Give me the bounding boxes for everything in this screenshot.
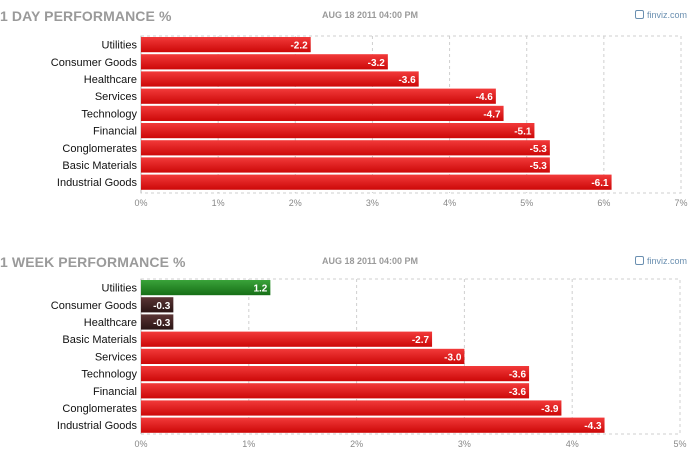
bar[interactable] — [141, 366, 530, 382]
category-label: Conglomerates — [62, 143, 137, 155]
bar[interactable] — [141, 37, 311, 53]
bar[interactable] — [141, 123, 535, 139]
x-tick-label: 7% — [674, 198, 687, 208]
category-label: Basic Materials — [62, 334, 137, 346]
day-performance-panel: 1 DAY PERFORMANCE % AUG 18 2011 04:00 PM… — [0, 8, 689, 223]
bar-value-label: -4.6 — [476, 92, 494, 103]
bar-value-label: 1.2 — [253, 284, 267, 295]
finviz-icon — [634, 256, 644, 265]
category-label: Consumer Goods — [51, 57, 138, 69]
x-tick-label: 4% — [566, 439, 579, 449]
bar-value-label: -3.2 — [368, 58, 386, 69]
chart-title: 1 WEEK PERFORMANCE % — [0, 254, 186, 270]
chart-date: AUG 18 2011 04:00 PM — [322, 10, 419, 20]
brand-label: finviz.com — [646, 10, 687, 20]
brand-link[interactable]: finviz.com — [634, 10, 687, 20]
category-label: Healthcare — [84, 317, 137, 329]
bar[interactable] — [141, 88, 496, 104]
bar[interactable] — [141, 297, 174, 313]
category-label: Services — [95, 351, 138, 363]
bar-value-label: -3.0 — [444, 352, 462, 363]
x-tick-label: 5% — [673, 439, 686, 449]
category-label: Technology — [81, 369, 137, 381]
category-label: Consumer Goods — [51, 300, 138, 312]
bar[interactable] — [141, 400, 562, 416]
bar-value-label: -4.7 — [483, 109, 501, 120]
bar-value-label: -2.7 — [412, 335, 430, 346]
bar-value-label: -3.6 — [398, 75, 416, 86]
bar[interactable] — [141, 105, 504, 121]
category-label: Conglomerates — [62, 403, 137, 415]
bar[interactable] — [141, 348, 465, 364]
category-label: Industrial Goods — [57, 177, 138, 189]
x-tick-label: 5% — [520, 198, 533, 208]
bar[interactable] — [141, 383, 530, 399]
bar[interactable] — [141, 71, 419, 87]
category-label: Utilities — [102, 40, 138, 52]
bar[interactable] — [141, 54, 388, 70]
bar-value-label: -4.3 — [584, 421, 602, 432]
category-label: Services — [95, 91, 138, 103]
category-label: Financial — [93, 126, 137, 138]
bar-value-label: -2.2 — [290, 41, 308, 52]
bar-value-label: -6.1 — [591, 178, 609, 189]
category-label: Basic Materials — [62, 160, 137, 172]
bar[interactable] — [141, 140, 550, 156]
bar[interactable] — [141, 417, 605, 433]
bar-value-label: -3.6 — [509, 370, 527, 381]
bar-value-label: -3.6 — [509, 387, 527, 398]
brand-label: finviz.com — [646, 256, 687, 266]
category-label: Utilities — [102, 283, 138, 295]
brand-link[interactable]: finviz.com — [634, 256, 687, 266]
bar-value-label: -0.3 — [153, 318, 171, 329]
x-tick-label: 1% — [242, 439, 255, 449]
bar[interactable] — [141, 174, 612, 190]
x-tick-label: 3% — [458, 439, 471, 449]
x-tick-label: 3% — [366, 198, 379, 208]
category-label: Financial — [93, 386, 137, 398]
x-tick-label: 1% — [212, 198, 225, 208]
bar-value-label: -5.3 — [530, 144, 548, 155]
category-label: Healthcare — [84, 74, 137, 86]
bar-value-label: -3.9 — [541, 404, 559, 415]
week-performance-chart: 0% 1% 2% 3% 4% 5% Utilities 1.2 Consumer Goods -0… — [51, 278, 687, 449]
chart-date: AUG 18 2011 04:00 PM — [322, 256, 419, 266]
x-tick-label: 2% — [289, 198, 302, 208]
bar-value-label: -5.1 — [514, 127, 532, 138]
bar-value-label: -0.3 — [153, 301, 171, 312]
x-tick-label: 0% — [134, 439, 147, 449]
bar-value-label: -5.3 — [530, 161, 548, 172]
bar[interactable] — [141, 331, 433, 347]
category-label: Industrial Goods — [57, 420, 138, 432]
finviz-icon — [634, 10, 644, 19]
x-tick-label: 4% — [443, 198, 456, 208]
x-tick-label: 2% — [350, 439, 363, 449]
x-tick-label: 0% — [134, 198, 147, 208]
category-label: Technology — [81, 108, 137, 120]
x-tick-label: 6% — [597, 198, 610, 208]
week-performance-panel: 1 WEEK PERFORMANCE % AUG 18 2011 04:00 P… — [0, 254, 689, 454]
day-performance-chart: 0% 1% 2% 3% 4% 5% 6% 7% Utilities -2.2 Consumer Go… — [51, 35, 688, 208]
bar[interactable] — [141, 157, 550, 173]
bar[interactable] — [141, 314, 174, 330]
bar[interactable] — [141, 280, 271, 296]
chart-title: 1 DAY PERFORMANCE % — [0, 8, 172, 24]
